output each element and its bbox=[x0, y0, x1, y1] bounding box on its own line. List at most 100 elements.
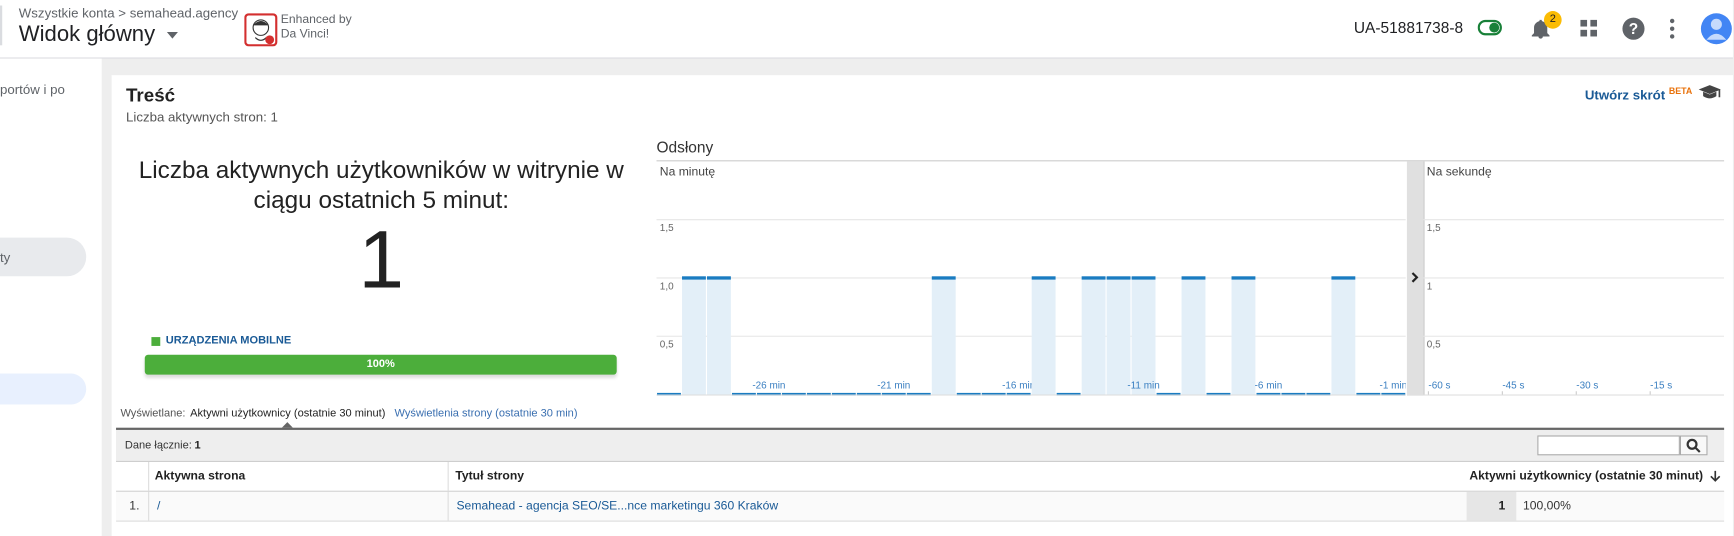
sidebar-item-active[interactable] bbox=[0, 373, 87, 405]
breadcrumb-root[interactable]: Wszystkie konta bbox=[18, 5, 115, 21]
bar bbox=[1131, 277, 1156, 395]
apps-icon[interactable] bbox=[1579, 19, 1599, 39]
y-tick-label: 0,5 bbox=[1427, 340, 1441, 351]
bar-cap bbox=[682, 276, 706, 280]
bar-cap bbox=[1031, 276, 1056, 280]
page-path[interactable]: / bbox=[156, 499, 161, 513]
extension-line: Enhanced by bbox=[280, 13, 352, 27]
col-divider bbox=[148, 461, 150, 491]
bar-cap bbox=[1131, 276, 1156, 280]
x-tick-label: -21 min bbox=[877, 380, 910, 391]
breadcrumb-separator: > bbox=[118, 5, 127, 21]
bar-cap bbox=[931, 276, 956, 280]
svg-text:?: ? bbox=[1629, 21, 1638, 38]
bar-cap bbox=[1006, 392, 1031, 396]
column-header[interactable]: Tytuł strony bbox=[455, 469, 525, 483]
bar-cap bbox=[856, 392, 881, 396]
col-divider bbox=[447, 461, 449, 491]
table-row: 1. / Semahead - agencja SEO/SE...nce mar… bbox=[116, 491, 1725, 522]
x-tick-label: -45 s bbox=[1502, 380, 1524, 391]
device-bar: 100% bbox=[144, 354, 617, 375]
bar-cap bbox=[1256, 392, 1281, 396]
extension-line: Da Vinci! bbox=[280, 27, 330, 41]
chart-border bbox=[656, 160, 1725, 162]
chart-per-minute: Na minutę 0,5 1,0 1,5 -26 min -21 min -16 min -… bbox=[656, 165, 1406, 396]
bar-cap bbox=[831, 392, 856, 396]
toggle[interactable] bbox=[1477, 19, 1502, 37]
bar-cap bbox=[781, 392, 806, 396]
chart-subtitle: Na minutę bbox=[660, 165, 716, 179]
bar bbox=[706, 277, 731, 395]
bar-cap bbox=[981, 392, 1006, 396]
device-bar-label: 100% bbox=[366, 358, 395, 371]
sidebar bbox=[0, 58, 102, 536]
x-tick-label: -26 min bbox=[752, 380, 785, 391]
tab-active[interactable]: Aktywni użytkownicy (ostatnie 30 minut) bbox=[190, 407, 386, 420]
shortcut-link[interactable]: Utwórz skrót BETA bbox=[1585, 86, 1692, 103]
table-toolbar: Dane łącznie: 1 bbox=[116, 427, 1725, 462]
bar-cap bbox=[1156, 392, 1181, 396]
x-tick-label: -16 min bbox=[1002, 380, 1035, 391]
education-icon[interactable] bbox=[1698, 84, 1722, 102]
bar-cap bbox=[1081, 276, 1106, 280]
bar-cap bbox=[881, 392, 906, 396]
y-tick-label: 1,0 bbox=[660, 281, 674, 292]
divider bbox=[0, 5, 3, 46]
bar-cap bbox=[1056, 392, 1081, 396]
beta-badge: BETA bbox=[1668, 86, 1693, 97]
section-subtitle: Liczba aktywnych stron: 1 bbox=[125, 109, 278, 125]
sidebar-item-selected[interactable]: ty bbox=[0, 237, 87, 277]
chart-subtitle: Na sekundę bbox=[1427, 165, 1492, 179]
avatar[interactable] bbox=[1700, 12, 1733, 45]
sort-arrow[interactable] bbox=[1710, 470, 1721, 483]
search-button[interactable] bbox=[1679, 435, 1708, 456]
search-input[interactable] bbox=[1537, 435, 1680, 456]
legend-label: URZĄDZENIA MOBILNE bbox=[165, 334, 292, 348]
extension-label: Enhanced by Da Vinci! bbox=[281, 13, 352, 42]
notification-badge: 2 bbox=[1543, 11, 1562, 29]
bar bbox=[1181, 277, 1206, 395]
bar-cap bbox=[1331, 276, 1356, 280]
tab[interactable]: Wyświetlenia strony (ostatnie 30 min) bbox=[394, 407, 578, 420]
total-value: 1 bbox=[194, 439, 201, 453]
bar-cap bbox=[731, 392, 756, 396]
view-selector[interactable]: Widok główny bbox=[19, 22, 179, 47]
chart-per-second: Na sekundę 0,5 1 1,5 -60 s -45 s -30 s -15 s bbox=[1423, 161, 1725, 396]
page-title[interactable]: Semahead - agencja SEO/SE...nce marketin… bbox=[456, 499, 779, 513]
more-icon[interactable] bbox=[1667, 17, 1678, 41]
x-tick-label: -15 s bbox=[1650, 380, 1672, 391]
x-tick-label: -11 min bbox=[1127, 380, 1159, 391]
account-name[interactable]: semahead.agency bbox=[129, 5, 239, 21]
bar-cap bbox=[657, 392, 681, 396]
shortcut-label: Utwórz skrót bbox=[1584, 87, 1666, 103]
x-tick-label: -6 min bbox=[1255, 380, 1283, 391]
bar-cap bbox=[906, 392, 931, 396]
metric-percent: 100,00% bbox=[1522, 499, 1571, 513]
extension-logo[interactable] bbox=[244, 13, 278, 47]
metric-value: 1 bbox=[1498, 499, 1506, 513]
shown-label: Wyświetlane: bbox=[120, 407, 186, 420]
column-header[interactable]: Aktywni użytkownicy (ostatnie 30 minut) bbox=[1469, 469, 1704, 483]
bar bbox=[1331, 277, 1356, 395]
table-header: Aktywna strona Tytuł strony Aktywni użyt… bbox=[116, 461, 1725, 492]
bar-cap bbox=[1306, 392, 1331, 396]
x-tick-label: -1 min bbox=[1380, 380, 1406, 391]
x-tick-label: -30 s bbox=[1576, 380, 1598, 391]
legend-swatch bbox=[151, 337, 161, 346]
sidebar-item[interactable]: portów i po bbox=[0, 81, 65, 98]
col-divider bbox=[148, 491, 150, 521]
bar bbox=[1081, 277, 1106, 395]
bar bbox=[682, 277, 706, 395]
bar bbox=[1106, 277, 1131, 395]
column-header[interactable]: Aktywna strona bbox=[154, 469, 246, 483]
metric-cell-bg bbox=[1466, 491, 1517, 521]
sidebar-item-label: ty bbox=[0, 249, 11, 266]
bar bbox=[1231, 277, 1256, 395]
help-icon[interactable]: ? bbox=[1621, 17, 1645, 41]
device-breakdown: URZĄDZENIA MOBILNE 100% bbox=[144, 334, 617, 389]
y-tick-label: 1 bbox=[1427, 281, 1433, 292]
chart-toggle[interactable] bbox=[1406, 161, 1424, 396]
